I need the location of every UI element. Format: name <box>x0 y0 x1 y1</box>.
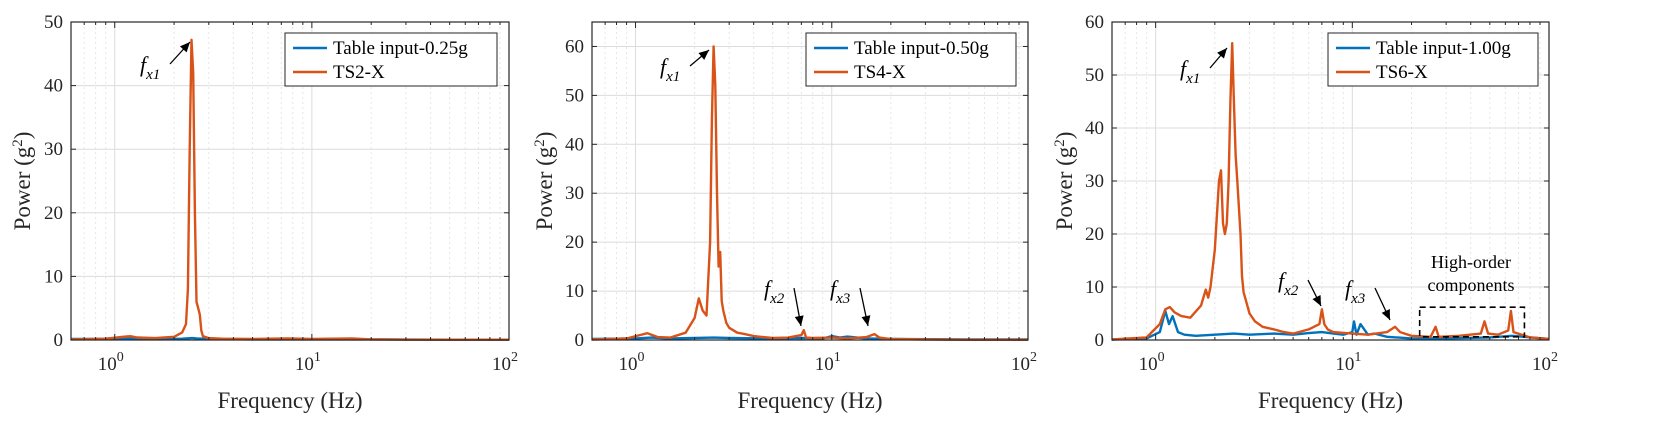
y-tick-label: 50 <box>44 12 63 33</box>
annotation-x1: fx1 <box>1180 47 1228 87</box>
series-line-table-input <box>1111 309 1550 341</box>
y-tick-label: 10 <box>565 281 584 302</box>
y-tick-label: 0 <box>575 330 585 351</box>
series-line-response <box>591 45 1028 341</box>
y-tick-label: 30 <box>44 139 63 160</box>
y-tick-label: 40 <box>1085 118 1104 139</box>
y-tick-label: 40 <box>44 76 63 97</box>
y-tick-label: 50 <box>1085 65 1104 86</box>
chart-panel-2: 0 10 20 30 40 50 60 100 101 102 Frequency (Hz) Powe… <box>532 21 1037 413</box>
legend: Table input-0.50g TS4-X <box>805 32 1017 87</box>
arrowhead <box>861 315 871 326</box>
x-tick-label: 100 <box>98 350 124 375</box>
annotation-label: fx1 <box>140 52 160 83</box>
annotation-x2: fx2 <box>1278 268 1322 307</box>
legend: Table input-0.25g TS2-X <box>284 32 498 87</box>
legend-label: TS6-X <box>1376 62 1428 83</box>
legend-label: TS2-X <box>333 62 385 83</box>
arrowhead <box>179 42 190 53</box>
annotation-x3: fx3 <box>830 276 871 327</box>
box-label: High-order <box>1431 252 1511 272</box>
annotation-x3: fx3 <box>1345 276 1391 321</box>
arrowhead <box>1217 48 1227 59</box>
annotation-label: fx3 <box>830 276 850 307</box>
y-tick-label: 30 <box>1085 171 1104 192</box>
arrowhead <box>794 315 804 326</box>
x-tick-label: 101 <box>1335 350 1361 375</box>
x-tick-label: 102 <box>1532 350 1558 375</box>
y-tick-label: 0 <box>1095 330 1105 351</box>
annotation-label: fx1 <box>1180 56 1200 87</box>
chart-panel-1: 0 10 20 30 40 50 100 101 102 Frequency (Hz) Power … <box>10 12 518 413</box>
legend-box <box>284 32 498 87</box>
series-line-response <box>70 38 509 341</box>
arrowhead <box>1381 309 1390 320</box>
annotation-label: fx1 <box>660 54 680 85</box>
x-tick-label: 100 <box>1139 350 1165 375</box>
y-tick-label: 50 <box>565 85 584 106</box>
axes-box <box>591 21 1029 341</box>
x-tick-label: 102 <box>1011 350 1037 375</box>
series-line-response <box>1111 42 1550 341</box>
grid-lines <box>591 22 1028 340</box>
x-tick-label: 101 <box>815 350 841 375</box>
y-axis-label: Power (g2) <box>10 132 35 231</box>
x-tick-label: 101 <box>295 350 321 375</box>
legend-label: Table input-0.50g <box>854 38 989 59</box>
annotation-label: fx2 <box>1278 268 1299 299</box>
axes-box <box>70 21 510 341</box>
y-tick-label: 0 <box>54 330 64 351</box>
annotation-x1: fx1 <box>660 49 710 85</box>
chart-panel-3: 0 10 20 30 40 50 60 100 101 102 Frequency (Hz) Powe… <box>1052 12 1558 413</box>
y-axis-label: Power (g2) <box>532 132 557 231</box>
annotation-label: fx3 <box>1345 276 1365 307</box>
x-axis-label: Frequency (Hz) <box>738 388 883 413</box>
annotation-x1: fx1 <box>140 41 191 83</box>
x-tick-label: 100 <box>619 350 645 375</box>
legend-label: TS4-X <box>854 62 906 83</box>
y-tick-label: 60 <box>565 36 584 57</box>
y-tick-label: 20 <box>1085 224 1104 245</box>
x-axis-label: Frequency (Hz) <box>218 388 363 413</box>
y-tick-label: 40 <box>565 134 584 155</box>
x-tick-label: 102 <box>492 350 518 375</box>
y-tick-label: 10 <box>44 266 63 287</box>
x-axis-label: Frequency (Hz) <box>1258 388 1403 413</box>
y-tick-label: 30 <box>565 183 584 204</box>
legend-box <box>1327 32 1539 87</box>
legend-label: Table input-0.25g <box>333 38 468 59</box>
arrowhead <box>1312 295 1321 306</box>
y-axis-label: Power (g2) <box>1052 132 1077 231</box>
legend-label: Table input-1.00g <box>1376 38 1511 59</box>
y-tick-label: 10 <box>1085 277 1104 298</box>
box-label: components <box>1428 275 1515 295</box>
y-tick-label: 20 <box>44 203 63 224</box>
high-order-box: High-order components <box>1418 252 1526 338</box>
arrowhead <box>698 50 709 60</box>
legend: Table input-1.00g TS6-X <box>1327 32 1539 87</box>
annotation-label: fx2 <box>764 276 785 307</box>
dashed-box <box>1418 306 1526 338</box>
y-tick-label: 60 <box>1085 12 1104 33</box>
annotation-x2: fx2 <box>764 276 804 327</box>
legend-box <box>805 32 1017 87</box>
y-tick-label: 20 <box>565 232 584 253</box>
